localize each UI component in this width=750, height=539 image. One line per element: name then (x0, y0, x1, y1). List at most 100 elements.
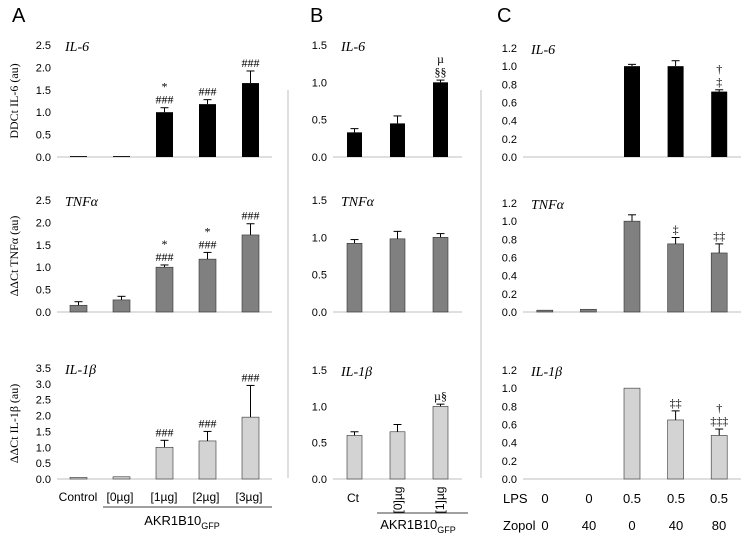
bar (241, 234, 260, 313)
y-tick-label: 0.6 (502, 253, 517, 265)
bar (390, 123, 405, 157)
y-tick-label: 1.0 (36, 442, 51, 454)
bar (70, 156, 87, 157)
y-tick-label: 0.0 (312, 307, 327, 319)
y-tick-label: 1.2 (502, 43, 517, 55)
c-zopol-value: 0 (628, 518, 635, 533)
significance-label: ### (242, 370, 260, 384)
significance-label: ### (199, 416, 217, 430)
bar (198, 258, 217, 313)
chart-title: TNFα (341, 195, 375, 210)
significance-label: * (162, 80, 168, 94)
y-tick-label: 0.5 (36, 130, 51, 142)
c-lps-value: 0 (541, 491, 548, 506)
y-tick-label: 0.8 (502, 79, 517, 91)
bar (347, 132, 362, 157)
y-tick-label: 1.5 (36, 426, 51, 438)
y-tick-label: 0.5 (312, 115, 327, 127)
significance-label: ### (242, 56, 260, 70)
y-tick-label: 0.0 (36, 152, 51, 164)
y-tick-label: 2.0 (36, 62, 51, 74)
y-tick-label: 1.0 (36, 107, 51, 119)
y-axis-label: ΔΔCt IL-1β (au) (7, 384, 21, 464)
a-xlabel-3ug: [3µg] (236, 490, 263, 504)
bar (667, 419, 684, 480)
bar (710, 252, 728, 313)
y-tick-label: 1.0 (36, 262, 51, 274)
c-zopol-values: 0 40 0 40 80 (541, 518, 726, 533)
y-tick-label: 0.0 (502, 152, 517, 164)
bar (711, 91, 728, 157)
c-zopol-value: 0 (541, 518, 548, 533)
bar (536, 309, 554, 313)
y-tick-label: 0.2 (502, 289, 517, 301)
bar (112, 476, 131, 480)
significance-label: * (205, 224, 211, 238)
chart-title: TNFα (531, 198, 565, 213)
significance-label: † (716, 401, 722, 415)
y-tick-label: 1.0 (312, 232, 327, 244)
y-tick-label: 2.0 (36, 217, 51, 229)
chart-b-il1b: 0.0 0.5 1.0 1.5 IL-1β µ§ (312, 365, 462, 486)
chart-title: IL-6 (64, 40, 89, 55)
bar (667, 243, 684, 313)
y-tick-label: 1.0 (312, 401, 327, 413)
y-tick-label: 0.5 (36, 285, 51, 297)
significance-label: ### (199, 85, 217, 99)
y-tick-label: 0.5 (312, 270, 327, 282)
a-xlabel-2ug: [2µg] (193, 490, 220, 504)
bar (623, 220, 641, 313)
significance-label: ### (156, 93, 174, 107)
y-tick-label: 0.8 (502, 234, 517, 246)
y-tick-label: 2.5 (36, 195, 51, 207)
bar (155, 446, 174, 480)
chart-title: IL-1β (340, 365, 372, 380)
y-tick-label: 0.0 (36, 474, 51, 486)
bar (69, 477, 88, 480)
y-tick-label: 0.6 (502, 420, 517, 432)
y-tick-label: 3.5 (36, 363, 51, 375)
y-tick-label: 0.4 (502, 271, 517, 283)
chart-title: TNFα (65, 195, 99, 210)
y-tick-label: 0.4 (502, 438, 517, 450)
c-lps-value: 0 (585, 491, 592, 506)
chart-title: IL-6 (340, 40, 365, 55)
significance-label: ‡ (673, 223, 679, 237)
significance-label: ### (242, 209, 260, 223)
bar (198, 440, 217, 480)
significance-label: ### (199, 237, 217, 251)
chart-c-il6: 0.0 0.2 0.4 0.6 0.8 1.0 1.2 IL-6 †‡ (502, 43, 741, 164)
y-tick-label: 1.2 (502, 365, 517, 377)
a-group-label: AKR1B10GFP (144, 513, 220, 531)
y-tick-label: 1.0 (312, 77, 327, 89)
significance-label: * (162, 237, 168, 251)
c-lps-values: 0 0 0.5 0.5 0.5 (541, 491, 728, 506)
panel-letter-b: B (310, 5, 323, 27)
significance-label: ‡‡ (713, 229, 725, 243)
y-tick-label: 0.0 (312, 152, 327, 164)
y-tick-label: 1.5 (312, 40, 327, 52)
bar (241, 416, 260, 480)
b-xlabel-ct: Ct (347, 491, 360, 505)
bar (156, 112, 173, 157)
y-tick-label: 0.8 (502, 401, 517, 413)
bar (155, 266, 174, 313)
y-tick-label: 0.5 (36, 458, 51, 470)
y-tick-label: 1.5 (36, 85, 51, 97)
y-tick-label: 1.0 (502, 216, 517, 228)
c-zopol-value: 40 (582, 518, 596, 533)
y-tick-label: 0.2 (502, 134, 517, 146)
y-tick-label: 1.5 (36, 240, 51, 252)
b-group-label: AKR1B10GFP (380, 517, 456, 535)
significance-label: µ§ (434, 389, 447, 403)
significance-label: ‡‡‡ (710, 414, 728, 428)
c-lps-value: 0.5 (623, 491, 641, 506)
significance-label: ‡‡ (670, 396, 682, 410)
y-tick-label: 1.0 (502, 383, 517, 395)
y-tick-label: 1.5 (312, 365, 327, 377)
y-tick-label: 3.0 (36, 379, 51, 391)
